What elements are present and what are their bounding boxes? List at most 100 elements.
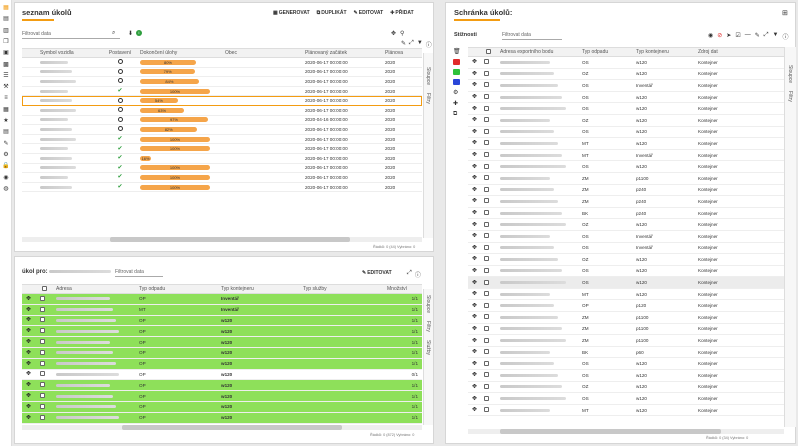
grid-icon[interactable]: ▦ (3, 106, 9, 113)
move-icon[interactable]: ✥ (472, 256, 478, 263)
tab-columns[interactable]: Sloupce (425, 295, 431, 314)
move-icon[interactable]: ✥ (26, 317, 32, 324)
filter-icon[interactable]: ▼ (772, 32, 779, 38)
window-icon[interactable]: ⧉ (453, 111, 458, 117)
move-icon[interactable]: ✥ (472, 291, 478, 298)
map-icon[interactable]: ⊞ (782, 10, 788, 17)
table-row[interactable]: ✥ MT w120 Kontejner (468, 405, 784, 417)
move-icon[interactable]: ✥ (472, 94, 478, 101)
column-header[interactable]: Typ kontejneru (636, 49, 669, 55)
move-icon[interactable]: ✥ (472, 163, 478, 170)
table-row[interactable]: 84% 2020-06-17 00:00:00 2020 (22, 77, 422, 87)
minus-icon[interactable]: — (744, 32, 751, 38)
column-header[interactable]: Postavení (108, 50, 132, 56)
document-lines-icon[interactable]: ☰ (3, 72, 9, 79)
user-icon[interactable]: ◉ (3, 174, 9, 181)
table-row[interactable]: ✥ OS w120 Kontejner (468, 127, 784, 139)
table-row[interactable]: ✥ OP w120 0/1 (22, 370, 422, 381)
move-icon[interactable]: ✥ (472, 302, 478, 309)
pin-icon[interactable]: ⚲ (400, 31, 405, 37)
table-row[interactable]: ✥ ZM p240 Kontejner (468, 185, 784, 197)
list-icon[interactable]: ≡ (4, 95, 8, 102)
checkbox[interactable] (484, 256, 489, 262)
scrollbar-thumb[interactable] (110, 237, 350, 242)
checkbox[interactable] (484, 186, 489, 192)
checkbox[interactable] (484, 59, 489, 65)
checkbox[interactable] (484, 210, 489, 216)
table-row[interactable]: ✥ OS w120 Kontejner (468, 92, 784, 104)
table-row[interactable]: ✥ OP p120 Kontejner (468, 300, 784, 313)
table-row[interactable]: ✥ MT Inventář Kontejner (468, 150, 784, 162)
table-row[interactable]: ✥ ZM p1100 Kontejner (468, 335, 784, 347)
table-row[interactable]: ✥ OS w120 Kontejner (468, 393, 784, 405)
table-row[interactable]: ✥ OS Inventář Kontejner (468, 80, 784, 92)
suitcase-icon[interactable]: ▩ (3, 61, 9, 68)
checkbox[interactable] (484, 105, 489, 111)
green-vehicle-icon[interactable] (453, 69, 460, 75)
column-header[interactable]: Typ odpadu (139, 286, 166, 292)
tab-columns[interactable]: Sloupce (787, 65, 793, 84)
move-icon[interactable]: ✥ (472, 372, 478, 379)
move-icon[interactable]: ✥ (472, 314, 478, 321)
pages-icon[interactable]: ❐ (3, 38, 9, 45)
tab-services[interactable]: Služby (425, 339, 431, 355)
checkbox[interactable] (484, 407, 489, 413)
document-icon[interactable]: ▥ (3, 27, 9, 34)
checkbox[interactable] (484, 337, 489, 343)
checkbox[interactable] (40, 317, 45, 323)
column-header[interactable]: Typ služby (303, 286, 327, 292)
table-row[interactable]: ✥ OS w120 Kontejner (468, 57, 784, 69)
move-icon[interactable]: ✥ (472, 360, 478, 367)
move-icon[interactable]: ✥ (26, 414, 32, 421)
expand-icon[interactable]: ⤢ (409, 40, 414, 46)
move-icon[interactable]: ✥ (472, 407, 478, 414)
table-row[interactable]: ✥ OZ w120 Kontejner (468, 382, 784, 394)
checkbox[interactable] (484, 152, 489, 158)
filter-icon[interactable]: ▼ (416, 40, 423, 46)
table-row[interactable]: ✥ OS w120 Kontejner (468, 358, 784, 371)
checklist-icon[interactable]: ☑ (735, 33, 741, 39)
table-row[interactable]: ✥ OP w120 1/1 (22, 315, 422, 327)
table-row[interactable]: 63% 2020-06-17 00:00:00 2020 (22, 106, 422, 116)
pencil-icon[interactable]: ✎ (754, 33, 760, 39)
checkbox[interactable] (40, 414, 45, 420)
table-row[interactable]: ✥ BK p240 Kontejner (468, 208, 784, 220)
move-icon[interactable]: ✥ (472, 175, 478, 182)
detail-edit-button[interactable]: ✎ EDITOVAT (362, 270, 392, 276)
gear-icon[interactable]: ⚙ (453, 90, 459, 96)
checkbox[interactable] (40, 403, 45, 409)
table-row[interactable]: ✥ OP w120 1/1 (22, 401, 422, 413)
move-icon[interactable]: ✥ (472, 82, 478, 89)
table-row[interactable]: ✥ OS Inventář Kontejner (468, 243, 784, 255)
checkbox[interactable] (484, 117, 489, 123)
table-row[interactable]: ✔ 100% 2020-06-17 00:00:00 2020 (22, 183, 422, 193)
info-green-icon[interactable]: i (136, 30, 142, 36)
inbox-horizontal-scrollbar[interactable] (468, 429, 784, 434)
checkbox[interactable] (484, 128, 489, 134)
select-all-checkbox-header[interactable] (40, 285, 54, 293)
plus-icon[interactable]: ✚ (453, 101, 459, 107)
checkbox[interactable] (484, 349, 489, 355)
move-icon[interactable]: ✥ (472, 128, 478, 135)
download-icon[interactable]: ⬇ (128, 31, 134, 37)
tab-columns[interactable]: Sloupce (425, 67, 431, 86)
move-icon[interactable]: ✥ (472, 337, 478, 344)
table-row[interactable]: 80% 2020-06-17 00:00:00 2020 (22, 58, 422, 68)
checkbox[interactable] (484, 267, 489, 273)
checkbox[interactable] (484, 163, 489, 169)
table-row[interactable]: ✥ OS w120 Kontejner (468, 266, 784, 278)
detail-horizontal-scrollbar[interactable] (22, 425, 422, 430)
move-icon[interactable]: ✥ (26, 328, 32, 335)
table-row[interactable]: ✔ 100% 2020-06-17 00:00:00 2020 (22, 87, 422, 97)
table-row[interactable]: ✥ ZM p240 Kontejner (468, 196, 784, 208)
calendar-small-icon[interactable]: ▤ (3, 129, 9, 136)
table-row[interactable]: ✥ OS w120 Kontejner (468, 277, 784, 289)
table-row[interactable]: ✥ OP w120 1/1 (22, 326, 422, 338)
gears-icon[interactable]: ⚙ (3, 151, 9, 158)
checkbox[interactable] (40, 328, 45, 334)
select-all-checkbox-header[interactable] (484, 48, 498, 56)
checkbox[interactable] (40, 295, 45, 301)
table-row[interactable]: ✥ MT w120 Kontejner (468, 289, 784, 301)
move-icon[interactable]: ✥ (472, 210, 478, 217)
table-row[interactable]: ✥ OP w120 1/1 (22, 391, 422, 402)
